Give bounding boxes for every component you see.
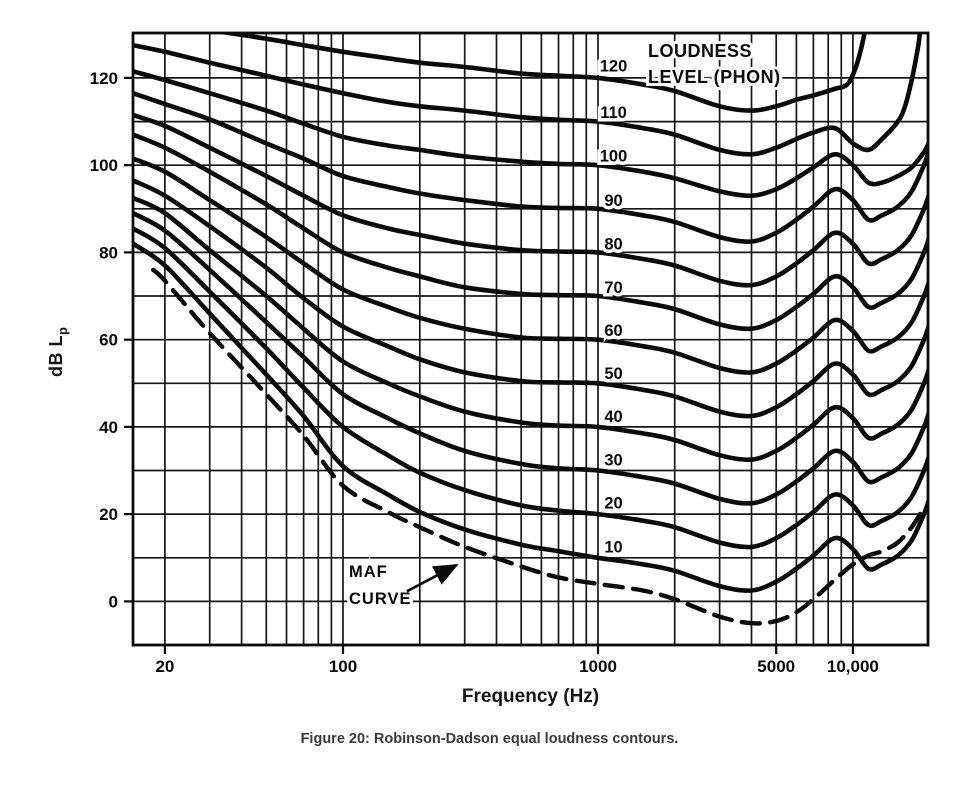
contour-curve-10	[133, 241, 928, 593]
contour-curve-40	[133, 195, 928, 463]
contour-curve-70	[133, 132, 928, 332]
contour-label-60: 60	[604, 322, 622, 340]
contour-curve-100	[133, 69, 928, 199]
maf-arrow	[406, 563, 459, 593]
contour-label-30: 30	[604, 452, 622, 470]
contour-label-90: 90	[604, 192, 622, 210]
x-tick-label-100: 100	[329, 657, 357, 676]
y-tick-label-40: 40	[99, 418, 118, 437]
y-tick-label-60: 60	[99, 331, 118, 350]
x-tick-label-20: 20	[155, 657, 174, 676]
maf-annotation-line2: CURVE	[349, 590, 411, 608]
y-tick-label-120: 120	[90, 69, 118, 88]
contour-label-80: 80	[604, 235, 622, 253]
contour-curve-90	[133, 90, 928, 244]
maf-annotation-line1: MAF	[349, 563, 388, 581]
loudness-annotation-line1: LOUDNESS	[648, 41, 752, 61]
contour-label-70: 70	[604, 279, 622, 297]
x-tick-label-5000: 5000	[757, 657, 795, 676]
contour-label-50: 50	[604, 365, 622, 383]
contour-curve-50	[133, 178, 928, 419]
loudness-contour-chart: 1020304050607080901001101200204060801001…	[90, 31, 930, 676]
contour-curve-20	[133, 226, 928, 550]
x-axis-title: Frequency (Hz)	[461, 686, 600, 707]
contour-label-40: 40	[604, 408, 622, 426]
y-tick-label-80: 80	[99, 243, 118, 262]
contour-curve-60	[133, 156, 928, 375]
x-tick-label-1000: 1000	[579, 657, 617, 676]
y-tick-label-20: 20	[99, 505, 118, 524]
contour-label-100: 100	[600, 148, 628, 166]
loudness-level-annotation: LOUDNESS LEVEL (PHON)	[645, 38, 783, 90]
contour-label-10: 10	[604, 538, 622, 556]
contour-curve-30	[133, 210, 928, 506]
x-axis-ticks: 20 100 1000 5000 10,000	[155, 645, 879, 676]
maf-annotation: MAF CURVE	[346, 560, 413, 611]
x-tick-label-10000: 10,000	[827, 657, 879, 676]
contour-curve-110	[133, 33, 923, 157]
y-tick-label-100: 100	[90, 156, 118, 175]
y-axis-title: dB Lp	[46, 312, 70, 392]
y-tick-label-0: 0	[109, 592, 118, 611]
contour-curve-120	[214, 33, 867, 113]
contour-label-120: 120	[600, 58, 628, 76]
figure-caption: Figure 20: Robinson-Dadson equal loudnes…	[300, 731, 679, 747]
y-axis-ticks: 0 20 40 60 80 100 120	[90, 69, 133, 611]
contour-curve-80	[133, 112, 928, 288]
y-axis-title-subscript: p	[54, 326, 70, 336]
loudness-annotation-line2: LEVEL (PHON)	[648, 67, 781, 87]
contour-curves	[133, 33, 928, 626]
contour-curve-maf	[151, 267, 927, 626]
contour-label-20: 20	[604, 494, 622, 512]
y-axis-title-text: dB L	[46, 335, 67, 378]
contour-labels: 10 20 30 40 50 60 70 80 90 100 110 120	[596, 54, 631, 560]
contour-label-110: 110	[600, 104, 627, 122]
